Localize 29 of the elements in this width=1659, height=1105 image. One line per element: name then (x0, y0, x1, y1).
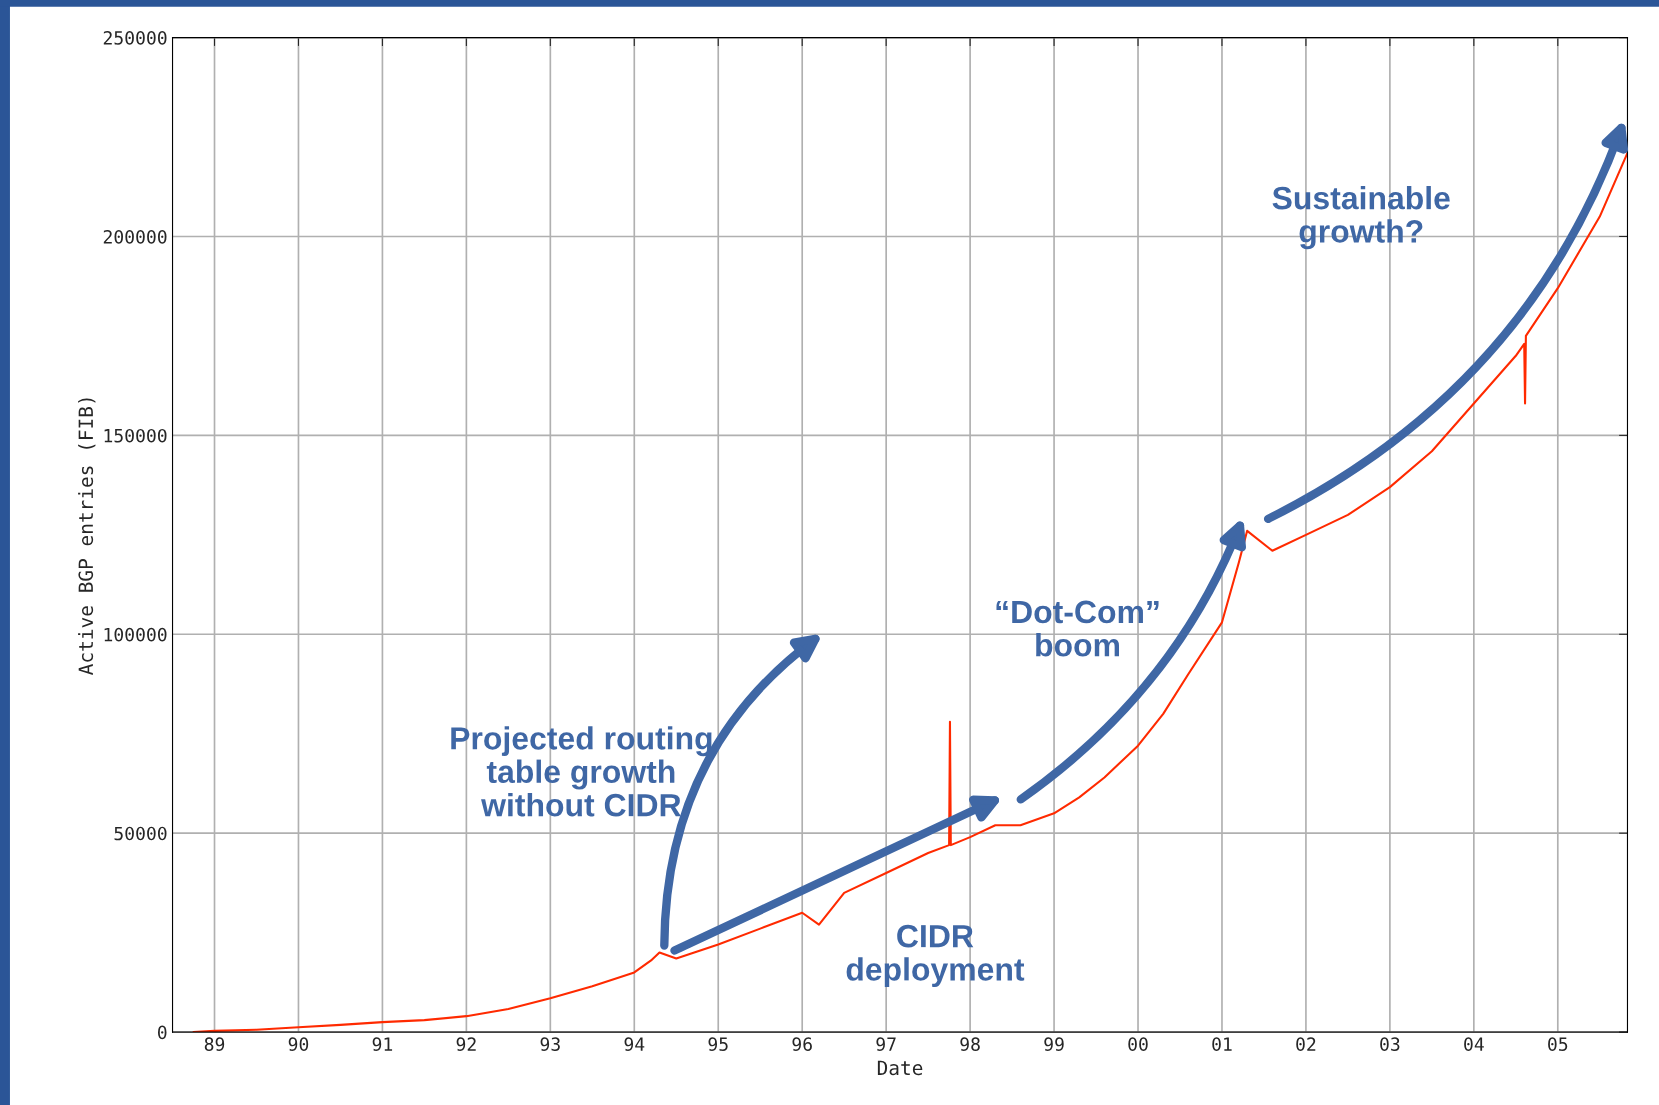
y-tick-label: 100000 (104, 627, 167, 642)
x-tick-label: 97 (876, 1037, 896, 1051)
x-tick-label: 96 (792, 1037, 812, 1051)
y-axis-title: Active BGP entries (FIB) (78, 398, 96, 675)
x-tick-label: 91 (372, 1037, 393, 1051)
y-tick-label: 50000 (114, 826, 167, 841)
x-tick-label: 00 (1128, 1037, 1148, 1051)
annotation: Sustainable growth? (1272, 185, 1450, 250)
y-tick-label: 150000 (104, 428, 167, 443)
annotation: “Dot-Com” boom (996, 600, 1159, 657)
x-tick-label: 04 (1464, 1037, 1484, 1051)
x-tick-label: 90 (288, 1037, 309, 1051)
annotation: CIDR deployment (846, 924, 1025, 988)
x-tick-label: 93 (540, 1037, 560, 1051)
x-axis-title: Date (877, 1060, 923, 1076)
x-tick-label: 95 (708, 1037, 728, 1051)
y-tick-label: 250000 (103, 31, 167, 45)
y-tick-label: 200000 (103, 229, 167, 244)
x-tick-label: 03 (1380, 1037, 1400, 1051)
x-tick-label: 89 (204, 1037, 225, 1051)
x-tick-label: 94 (624, 1037, 645, 1051)
x-tick-label: 02 (1296, 1037, 1316, 1051)
x-tick-label: 05 (1548, 1037, 1568, 1051)
x-tick-label: 98 (960, 1037, 980, 1051)
x-tick-label: 99 (1044, 1037, 1064, 1051)
annotation: Projected routing table growth without CIDR (451, 726, 712, 817)
x-tick-label: 01 (1212, 1037, 1232, 1051)
x-tick-label: 92 (456, 1037, 476, 1051)
y-tick-label: 0 (157, 1025, 167, 1040)
